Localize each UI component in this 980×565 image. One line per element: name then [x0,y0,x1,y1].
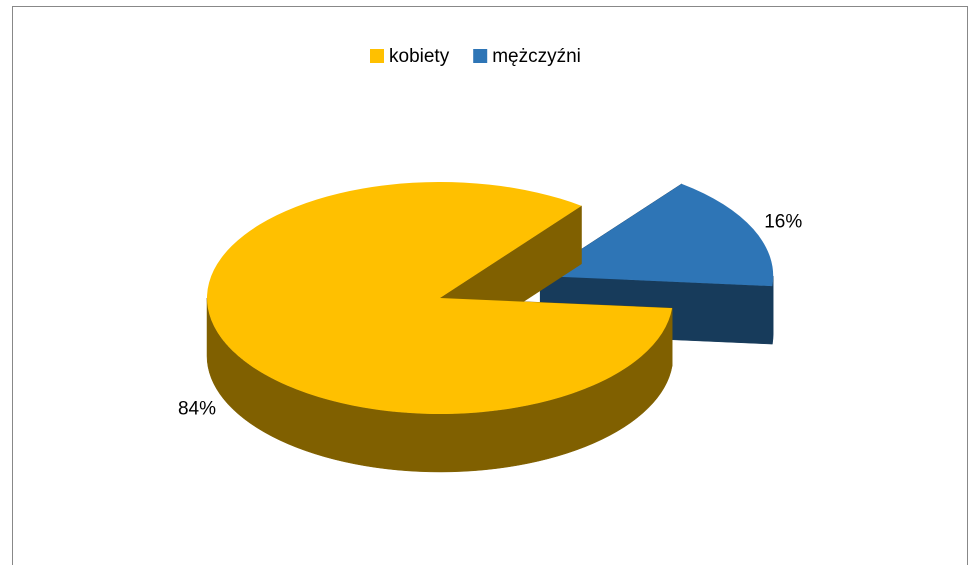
legend-swatch [473,49,488,63]
slice [540,183,774,287]
data-label: 16% [764,212,802,233]
slice [206,181,673,414]
slice-side [772,275,774,345]
data-label: 84% [178,398,216,419]
legend-label: mężczyźni [492,46,581,67]
legend-label: kobiety [389,46,450,67]
legend-swatch [370,49,384,63]
